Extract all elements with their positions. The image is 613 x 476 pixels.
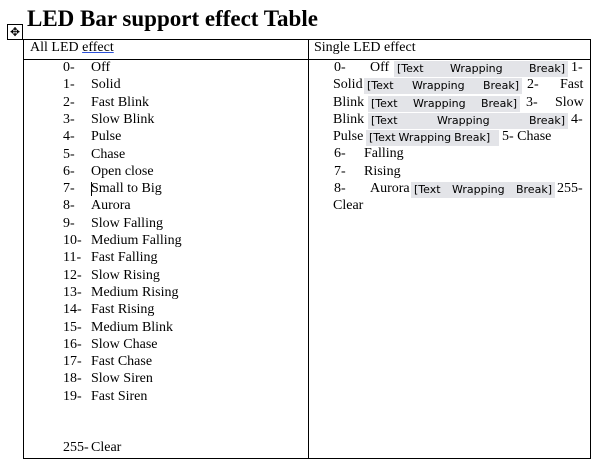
single-text: 3- bbox=[526, 95, 538, 110]
single-text: Falling bbox=[364, 146, 404, 161]
table-move-handle-icon[interactable]: ✥ bbox=[7, 24, 23, 40]
effect-number: 5- bbox=[63, 146, 75, 162]
single-text: Aurora bbox=[370, 181, 410, 196]
effect-label: Fast Rising bbox=[91, 302, 155, 318]
effect-table bbox=[23, 39, 591, 459]
header-single-led: Single LED effect bbox=[314, 40, 416, 55]
effect-label: Fast Falling bbox=[91, 250, 158, 266]
single-text: 4- bbox=[571, 112, 583, 127]
effect-label: Small to Big bbox=[91, 181, 162, 197]
effect-number: 2- bbox=[63, 94, 75, 110]
effect-number: 19- bbox=[63, 388, 82, 404]
effect-number: 4- bbox=[63, 129, 75, 145]
column-divider bbox=[308, 40, 309, 458]
effect-label: Medium Rising bbox=[91, 284, 179, 300]
text-wrapping-break: [Text Wrapping Break] bbox=[366, 130, 499, 146]
page-title: LED Bar support effect Table bbox=[27, 6, 318, 31]
effect-number: 7- bbox=[63, 181, 75, 197]
effect-label: Medium Falling bbox=[91, 233, 182, 248]
single-text: Blink bbox=[333, 112, 365, 127]
effect-label: Off bbox=[91, 60, 111, 75]
header-all-led: All LED effect bbox=[30, 40, 114, 56]
effect-label: Slow Rising bbox=[91, 267, 160, 283]
effect-label: Aurora bbox=[91, 198, 131, 214]
effect-label: Slow Siren bbox=[91, 371, 153, 387]
effect-number: 0- bbox=[63, 60, 75, 75]
single-text: 0- bbox=[334, 60, 346, 75]
single-text: Clear bbox=[333, 198, 364, 213]
text-wrapping-break: [Text Wrapping Break] bbox=[394, 61, 568, 77]
single-text: 7- bbox=[334, 164, 346, 179]
effect-label: Fast Siren bbox=[91, 388, 148, 404]
effect-number: 9- bbox=[63, 215, 75, 231]
effect-label: Slow Blink bbox=[91, 111, 155, 127]
effect-number: 17- bbox=[63, 354, 82, 370]
text-wrapping-break: [Text Wrapping Break] bbox=[368, 96, 520, 112]
effect-label: Solid bbox=[91, 77, 121, 93]
single-text: Slow bbox=[555, 95, 584, 110]
effect-label: Slow Falling bbox=[91, 215, 163, 231]
single-text: Blink bbox=[333, 95, 365, 110]
effect-number: 12- bbox=[63, 267, 82, 283]
effect-label: Fast Blink bbox=[91, 94, 149, 110]
effect-number: 8- bbox=[63, 198, 75, 214]
effect-label: Pulse bbox=[91, 129, 122, 145]
effect-label: Clear bbox=[91, 440, 122, 455]
effect-number: 16- bbox=[63, 336, 82, 352]
single-text: Rising bbox=[364, 164, 401, 179]
header-text: All LED bbox=[30, 40, 79, 55]
single-text: Solid bbox=[333, 77, 363, 92]
effect-label: Slow Chase bbox=[91, 336, 158, 352]
effect-number: 6- bbox=[63, 163, 75, 179]
text-wrapping-break: [Text Wrapping Break] bbox=[411, 182, 555, 198]
single-text: 1- bbox=[571, 60, 583, 75]
effect-link[interactable]: effect bbox=[82, 40, 114, 55]
effect-label: Fast Chase bbox=[91, 354, 153, 370]
effect-number: 15- bbox=[63, 319, 82, 335]
effect-label: Medium Blink bbox=[91, 319, 174, 335]
text-wrapping-break: [Text Wrapping Break] bbox=[364, 78, 522, 94]
effect-number: 13- bbox=[63, 284, 82, 300]
single-text: 255- bbox=[557, 181, 583, 196]
single-text: Pulse bbox=[333, 129, 364, 144]
text-wrapping-break: [Text Wrapping Break] bbox=[368, 113, 568, 129]
effect-number: 14- bbox=[63, 302, 82, 318]
effect-number: 1- bbox=[63, 77, 75, 93]
single-text: Fast bbox=[560, 77, 584, 92]
text-cursor bbox=[91, 182, 92, 196]
effect-number: 10- bbox=[63, 233, 82, 248]
effect-number: 255- bbox=[63, 440, 89, 455]
single-text: 6- bbox=[334, 146, 346, 161]
header-divider bbox=[24, 59, 590, 60]
effect-label: Open close bbox=[91, 163, 154, 179]
single-text: 8- bbox=[334, 181, 346, 196]
effect-number: 11- bbox=[63, 250, 82, 266]
effect-number: 3- bbox=[63, 111, 75, 127]
single-text: 2- bbox=[527, 77, 539, 92]
single-text: 5- Chase bbox=[502, 129, 552, 144]
effect-number: 18- bbox=[63, 371, 82, 387]
single-text: Off bbox=[370, 60, 390, 75]
effect-label: Chase bbox=[91, 146, 126, 162]
